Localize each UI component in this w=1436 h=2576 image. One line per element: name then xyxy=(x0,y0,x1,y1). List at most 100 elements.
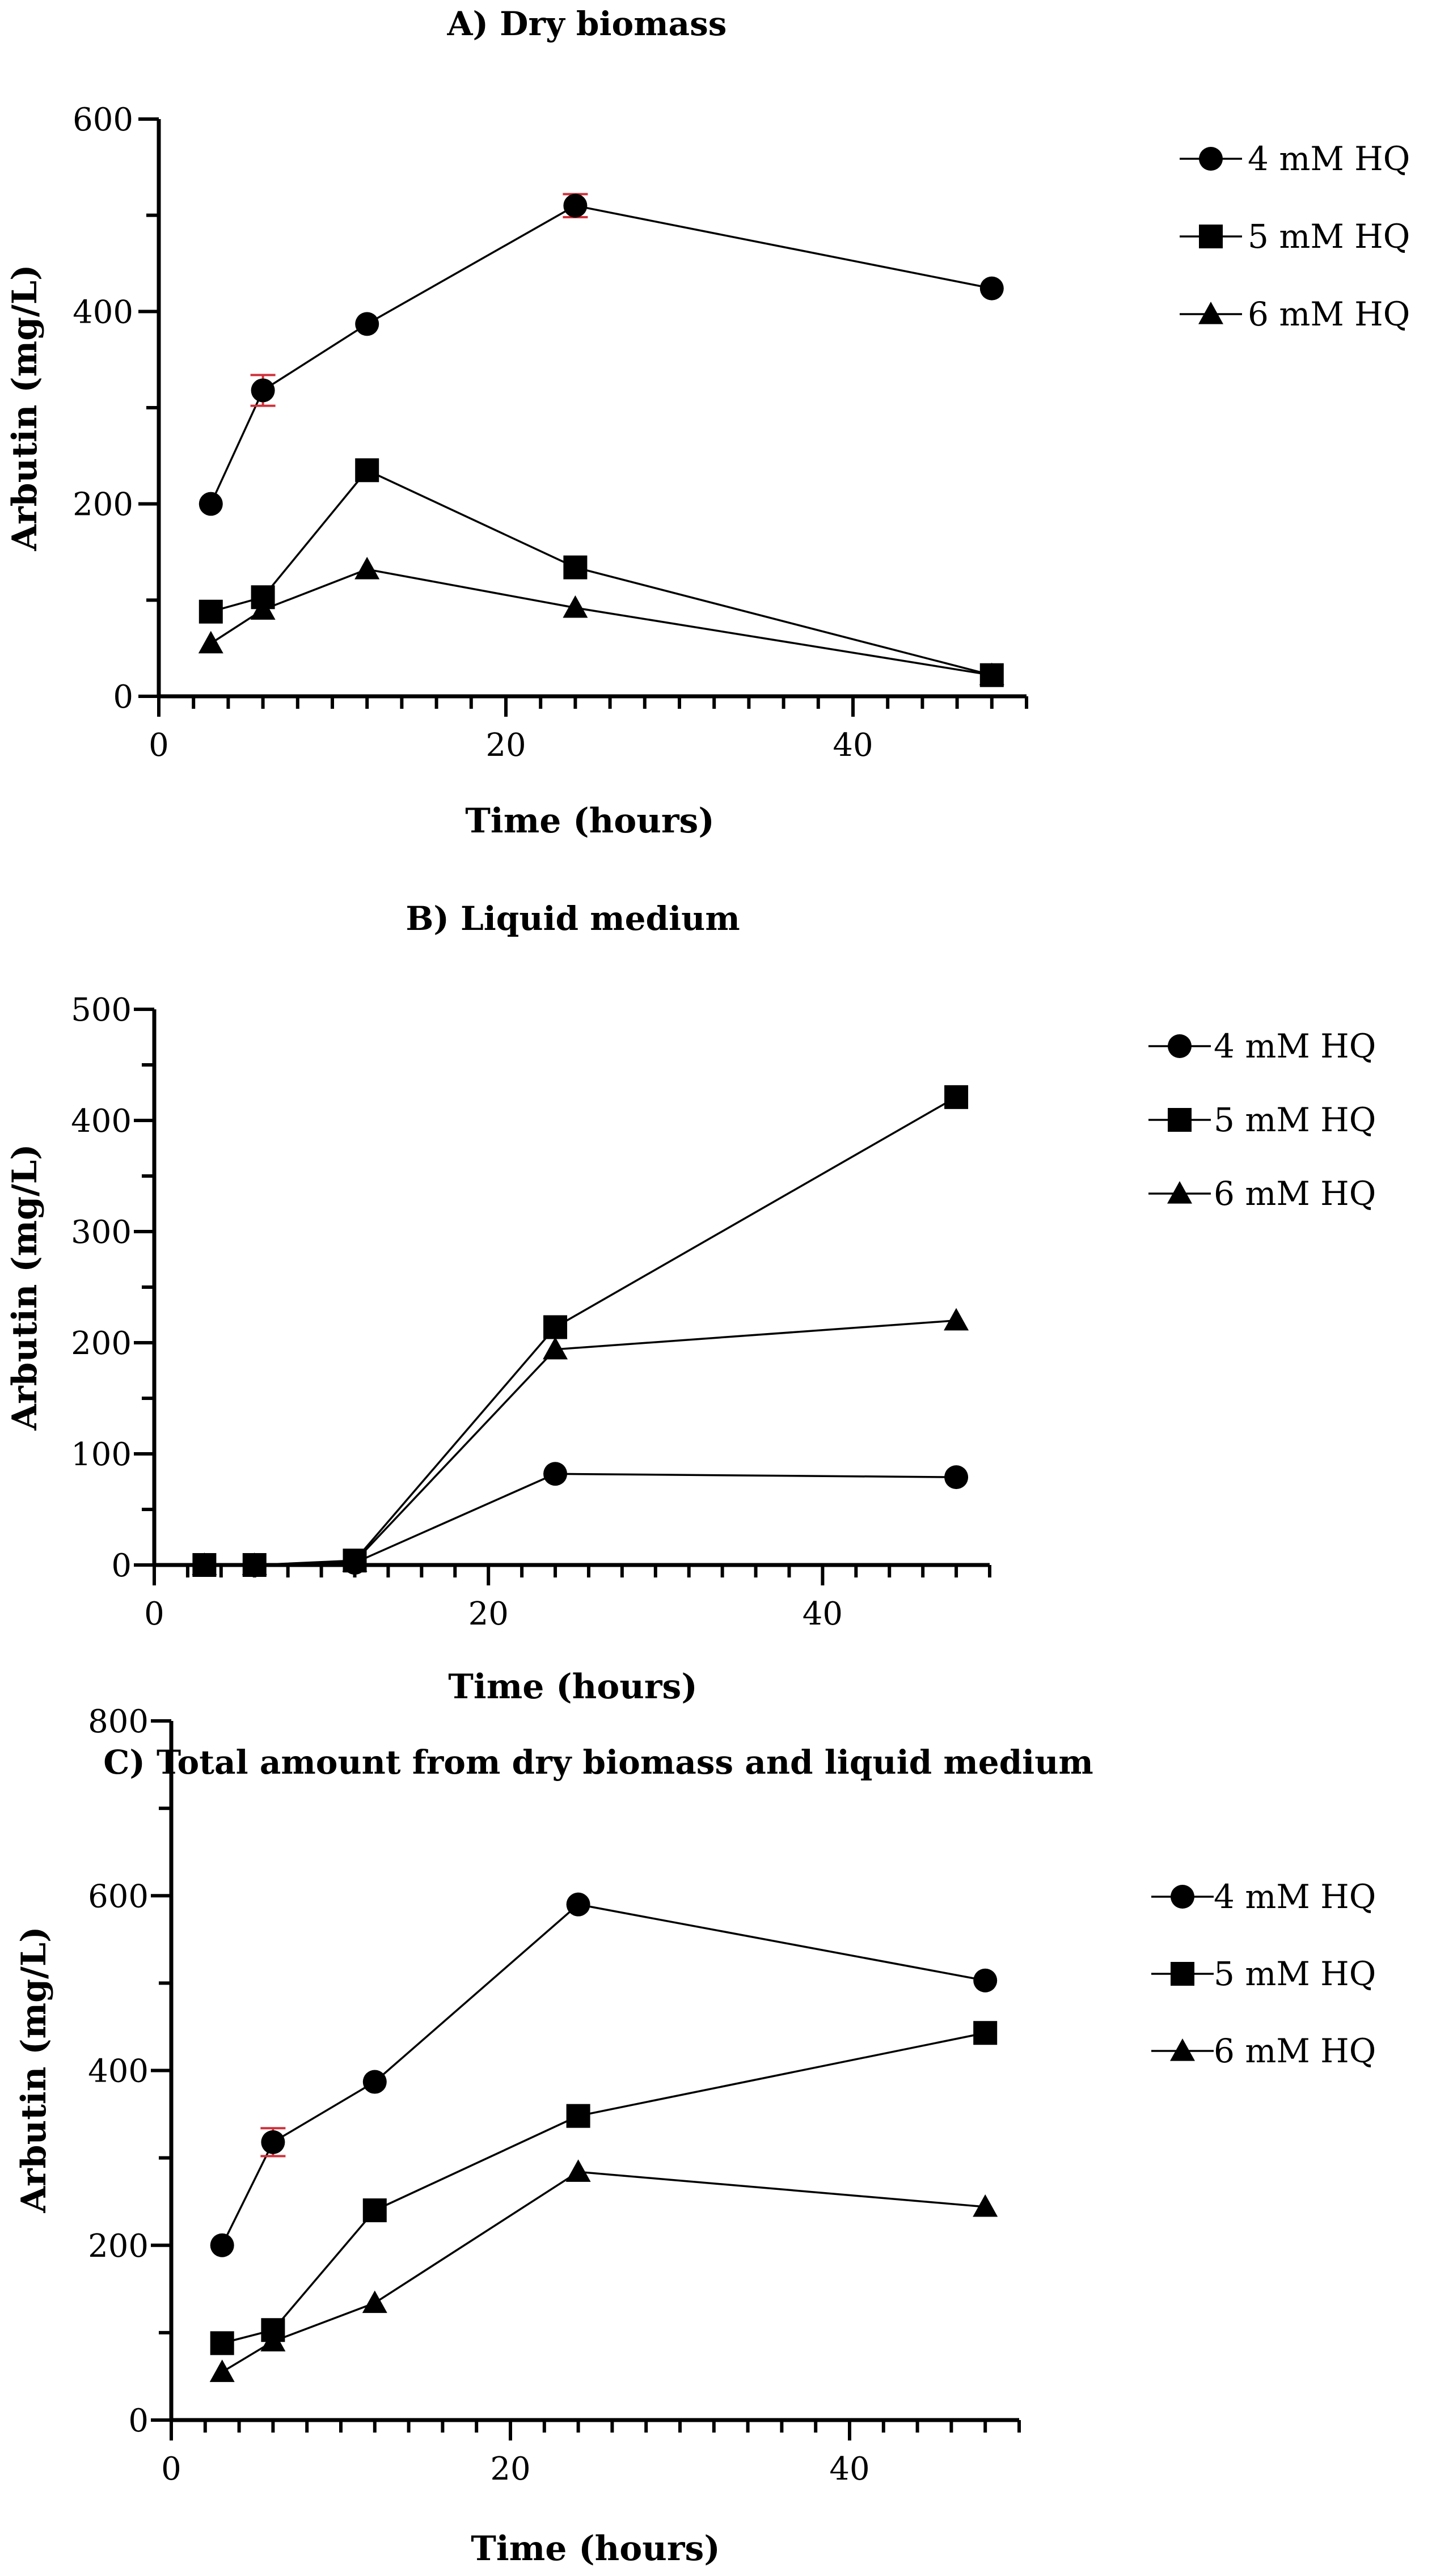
data-point xyxy=(566,2104,590,2128)
legend-marker-square xyxy=(1199,225,1223,248)
y-tick-label: 600 xyxy=(88,1878,149,1915)
y-tick-label: 300 xyxy=(71,1214,132,1251)
legend-marker-triangle xyxy=(1167,1181,1192,1204)
data-point xyxy=(354,557,380,580)
series-line xyxy=(210,204,992,505)
legend-entry: 6 mM HQ xyxy=(1148,1174,1376,1213)
data-point xyxy=(355,458,379,483)
data-point xyxy=(250,597,276,620)
y-axis-label: Arbutin (mg/L) xyxy=(5,1144,45,1431)
series-line xyxy=(221,2171,986,2373)
data-point xyxy=(362,2070,387,2094)
chart-title: C) Total amount from dry biomass and liq… xyxy=(103,1743,1093,1782)
data-point xyxy=(198,599,223,624)
series-triangle xyxy=(198,557,1004,686)
data-point xyxy=(979,276,1004,301)
legend-label: 5 mM HQ xyxy=(1214,1101,1376,1139)
data-point xyxy=(342,1549,368,1572)
data-point xyxy=(563,555,588,580)
legend-marker-square xyxy=(1171,1962,1194,1986)
data-point xyxy=(362,2290,387,2313)
series-triangle xyxy=(209,2159,998,2382)
y-tick-label: 400 xyxy=(71,1103,132,1140)
chart-title: B) Liquid medium xyxy=(406,899,740,938)
series-line xyxy=(210,469,992,676)
legend-marker-circle xyxy=(1171,1885,1194,1909)
x-axis-label: Time (hours) xyxy=(448,1667,697,1707)
legend-label: 6 mM HQ xyxy=(1248,295,1410,333)
data-point xyxy=(242,1553,267,1575)
x-tick-label: 40 xyxy=(803,1596,843,1632)
series-line xyxy=(222,2032,986,2345)
legend-marker-triangle xyxy=(1170,2038,1195,2061)
x-axis-label: Time (hours) xyxy=(471,2529,720,2569)
y-tick-label: 0 xyxy=(111,1547,132,1584)
legend-marker-circle xyxy=(1199,147,1223,171)
series-square xyxy=(192,1085,969,1577)
legend-marker-circle xyxy=(1168,1034,1192,1058)
data-point xyxy=(210,2331,234,2355)
data-point xyxy=(563,595,588,618)
x-tick-label: 0 xyxy=(144,1596,164,1632)
legend-marker-square xyxy=(1168,1108,1192,1132)
data-point xyxy=(565,2159,591,2182)
y-axis-label: Arbutin (mg/L) xyxy=(5,264,45,551)
legend-label: 5 mM HQ xyxy=(1214,1955,1376,1993)
series-line xyxy=(204,1473,957,1566)
legend-entry: 4 mM HQ xyxy=(1180,139,1410,178)
data-point xyxy=(563,193,588,218)
x-axis-label: Time (hours) xyxy=(465,801,714,841)
y-tick-label: 0 xyxy=(113,679,133,716)
legend-label: 6 mM HQ xyxy=(1214,1174,1376,1213)
legend-entry: 5 mM HQ xyxy=(1148,1101,1376,1139)
legend-marker-triangle xyxy=(1198,302,1223,324)
data-point xyxy=(260,2329,286,2351)
legend-entry: 4 mM HQ xyxy=(1148,1027,1376,1065)
y-axis-label: Arbutin (mg/L) xyxy=(14,1926,54,2213)
legend-label: 4 mM HQ xyxy=(1214,1027,1376,1065)
data-point xyxy=(543,1315,568,1339)
series-line xyxy=(204,1096,957,1566)
series-square xyxy=(198,458,1004,687)
data-point xyxy=(543,1336,568,1360)
chart-panel-2: C) Total amount from dry biomass and liq… xyxy=(14,1703,1376,2569)
legend-label: 4 mM HQ xyxy=(1214,1877,1376,1916)
series-circle xyxy=(198,193,1004,516)
y-tick-label: 200 xyxy=(71,1325,132,1362)
data-point xyxy=(973,2021,998,2045)
data-point xyxy=(198,631,223,654)
data-point xyxy=(362,2198,387,2223)
y-tick-label: 500 xyxy=(71,992,132,1029)
data-point xyxy=(944,1308,969,1331)
data-point xyxy=(543,1462,568,1486)
chart-title: A) Dry biomass xyxy=(447,5,727,43)
y-tick-label: 800 xyxy=(88,1703,149,1740)
data-point xyxy=(566,1892,590,1917)
legend-entry: 4 mM HQ xyxy=(1151,1877,1376,1916)
series-circle xyxy=(210,1892,998,2257)
data-point xyxy=(944,1085,969,1109)
y-tick-label: 600 xyxy=(73,101,133,138)
data-point xyxy=(209,2359,235,2382)
data-point xyxy=(261,2130,285,2154)
y-tick-label: 400 xyxy=(88,2053,149,2090)
legend-entry: 6 mM HQ xyxy=(1151,2032,1376,2070)
x-tick-label: 0 xyxy=(149,727,169,764)
data-point xyxy=(973,1968,998,1993)
data-point xyxy=(355,312,379,336)
x-tick-label: 40 xyxy=(833,727,873,764)
data-point xyxy=(979,662,1004,686)
series-square xyxy=(210,2021,998,2355)
data-point xyxy=(944,1465,969,1490)
y-tick-label: 200 xyxy=(88,2228,149,2265)
data-point xyxy=(192,1553,217,1575)
series-circle xyxy=(192,1462,969,1577)
data-point xyxy=(251,378,275,403)
y-tick-label: 400 xyxy=(73,294,133,331)
legend-label: 6 mM HQ xyxy=(1214,2032,1376,2070)
series-triangle xyxy=(192,1308,969,1575)
x-tick-label: 20 xyxy=(485,727,526,764)
